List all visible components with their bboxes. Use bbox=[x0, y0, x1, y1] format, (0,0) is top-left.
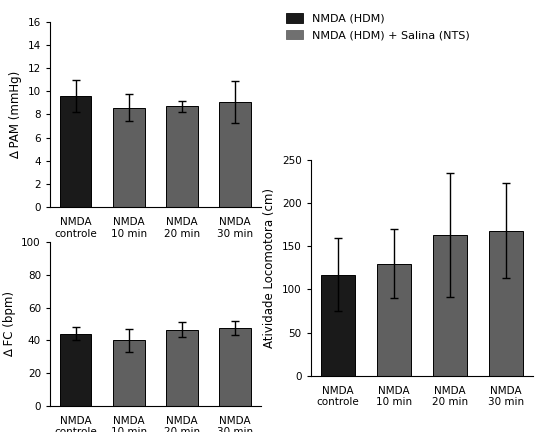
Bar bbox=[489, 231, 523, 376]
Legend: NMDA (HDM), NMDA (HDM) + Salina (NTS): NMDA (HDM), NMDA (HDM) + Salina (NTS) bbox=[283, 10, 473, 44]
Bar bbox=[321, 275, 355, 376]
Bar bbox=[166, 330, 198, 406]
Y-axis label: ∆ PAM (mmHg): ∆ PAM (mmHg) bbox=[9, 70, 22, 159]
Y-axis label: ∆ FC (bpm): ∆ FC (bpm) bbox=[3, 291, 16, 357]
Bar bbox=[219, 328, 251, 406]
Bar bbox=[166, 106, 198, 207]
Y-axis label: Atividade Locomotora (cm): Atividade Locomotora (cm) bbox=[264, 188, 276, 348]
Bar bbox=[113, 340, 145, 406]
Bar bbox=[377, 264, 411, 376]
Bar bbox=[113, 108, 145, 207]
Bar bbox=[433, 235, 467, 376]
Bar bbox=[219, 102, 251, 207]
Bar bbox=[59, 96, 92, 207]
Bar bbox=[59, 334, 92, 406]
